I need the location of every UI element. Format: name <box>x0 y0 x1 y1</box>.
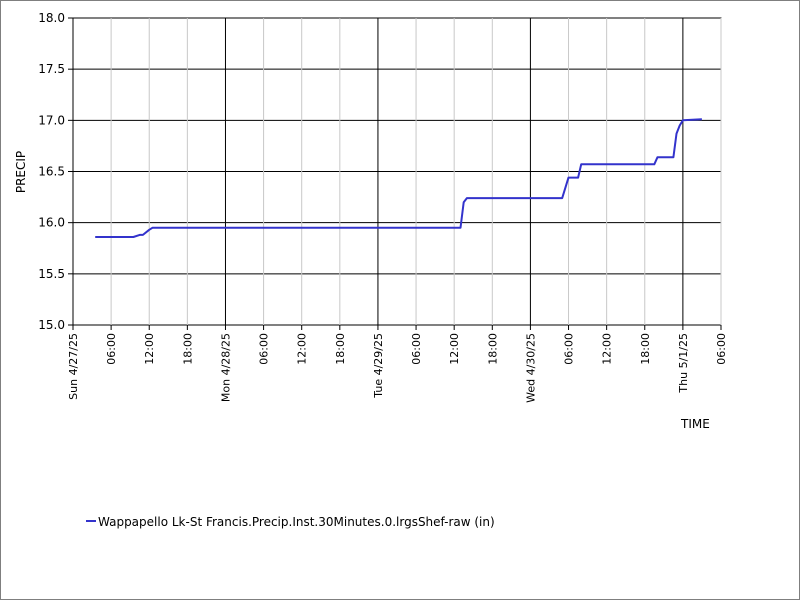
x-tick-label: Mon 4/28/25 <box>219 333 232 402</box>
x-tick-label: 06:00 <box>715 333 728 365</box>
series-line-precip <box>95 118 702 238</box>
x-tick-label: 12:00 <box>296 333 309 365</box>
y-tick-label: 18.0 <box>38 11 65 25</box>
x-tick-label: Sun 4/27/25 <box>67 333 80 400</box>
y-axis-title: PRECIP <box>14 151 28 193</box>
x-axis-title: TIME <box>680 417 710 431</box>
x-tick-label: 06:00 <box>258 333 271 365</box>
x-tick-label: 18:00 <box>486 333 499 365</box>
x-tick-label: 12:00 <box>143 333 156 365</box>
y-tick-label: 15.0 <box>38 318 65 332</box>
legend-entry: Wappapello Lk-St Francis.Precip.Inst.30M… <box>98 515 495 529</box>
x-tick-label: 06:00 <box>410 333 423 365</box>
legend: Wappapello Lk-St Francis.Precip.Inst.30M… <box>86 515 495 529</box>
x-tick-label: 06:00 <box>105 333 118 365</box>
y-tick-label: 17.5 <box>38 62 65 76</box>
x-tick-label: 18:00 <box>181 333 194 365</box>
x-axis-ticks: Sun 4/27/25 06:00 12:00 18:00 Mon 4/28/25 06:… <box>67 325 728 403</box>
x-tick-label: 06:00 <box>563 333 576 365</box>
x-tick-label: 18:00 <box>639 333 652 365</box>
y-tick-label: 16.5 <box>38 165 65 179</box>
y-tick-label: 15.5 <box>38 267 65 281</box>
y-tick-label: 16.0 <box>38 216 65 230</box>
x-tick-label: Tue 4/29/25 <box>372 333 385 399</box>
x-tick-label: 12:00 <box>601 333 614 365</box>
x-tick-label: 18:00 <box>334 333 347 365</box>
x-tick-label: Thu 5/1/25 <box>677 333 690 394</box>
y-tick-label: 17.0 <box>38 113 65 127</box>
x-tick-label: Wed 4/30/25 <box>524 333 537 403</box>
y-axis-ticks: 15.0 15.5 16.0 16.5 17.0 17.5 18.0 <box>38 11 73 332</box>
x-tick-label: 12:00 <box>448 333 461 365</box>
